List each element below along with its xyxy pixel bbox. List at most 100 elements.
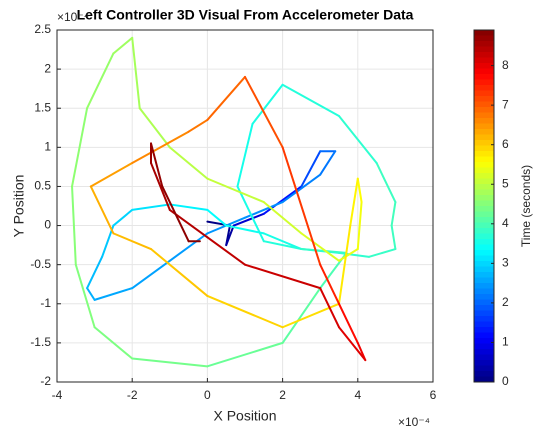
trajectory-segment (71, 185, 77, 266)
x-tick-label: 2 (279, 388, 286, 402)
colorbar-cell (474, 343, 494, 350)
colorbar-cell (474, 239, 494, 245)
y-tick-label: -0.5 (30, 257, 51, 271)
x-tick-label: -4 (52, 388, 63, 402)
axes-box (56, 29, 434, 383)
colorbar-cell (474, 195, 494, 201)
colorbar-tick-label: 4 (502, 216, 509, 230)
colorbar-cell (474, 96, 494, 102)
y-tick-label: 1.5 (34, 100, 51, 114)
trajectory-segment (206, 236, 246, 266)
y-tick-label: -1.5 (30, 335, 51, 349)
trajectory-segment (262, 201, 303, 235)
colorbar-cell (474, 233, 494, 240)
colorbar-cell (474, 365, 494, 372)
trajectory-segment (206, 294, 284, 329)
trajectory-segment (131, 357, 209, 368)
trajectory-segment (206, 341, 284, 368)
trajectory-segment (131, 130, 190, 164)
trajectory-segment (390, 224, 397, 251)
colorbar-cell (474, 277, 494, 284)
colorbar-cell (474, 134, 494, 141)
trajectory-segment (131, 36, 141, 110)
colorbar-box (473, 29, 495, 383)
colorbar-cell (474, 52, 494, 58)
trajectory-segment (356, 177, 363, 204)
y-axis-label: Y Position (11, 175, 27, 238)
colorbar-cell (474, 354, 494, 361)
y-tick-label: 0.5 (34, 179, 51, 193)
colorbar-cell (474, 200, 494, 207)
colorbar-cell (474, 332, 494, 339)
colorbar-cell (474, 222, 494, 229)
trajectory-segment (319, 150, 337, 176)
trajectory-segment (244, 263, 322, 290)
trajectory-segment (112, 208, 134, 227)
trajectory-segment (206, 75, 246, 121)
colorbar-cell (474, 299, 494, 306)
colorbar-cell (474, 305, 494, 311)
colorbar-tick-label: 1 (502, 335, 509, 349)
colorbar-cell (474, 74, 494, 80)
colorbar-cell (474, 338, 494, 344)
trajectory-segment (86, 255, 104, 290)
colorbar-cell (474, 206, 494, 212)
trajectory-segment (319, 263, 340, 305)
trajectory-segment (262, 185, 303, 215)
y-tick-label: -1 (40, 296, 51, 310)
colorbar-cell (474, 41, 494, 47)
trajectory-segment (236, 185, 265, 243)
trajectory-segment (150, 142, 164, 188)
colorbar-cell (474, 162, 494, 168)
trajectory-segment (319, 287, 340, 329)
colorbar-cell (474, 57, 494, 64)
trajectory-segment (300, 232, 340, 262)
colorbar-cell (474, 90, 494, 97)
colorbar-tick-label: 5 (502, 176, 509, 190)
trajectory-segment (262, 240, 303, 251)
colorbar-cell (474, 189, 494, 196)
x-tick-label: 6 (430, 388, 437, 402)
colorbar-cell (474, 327, 494, 333)
trajectory-segment (89, 161, 134, 188)
trajectory-segment (281, 173, 322, 204)
colorbar-cell (474, 79, 494, 86)
chart-title: Left Controller 3D Visual From Accelerom… (77, 7, 414, 23)
trajectory-segment (93, 326, 134, 360)
colorbar-tick-label: 7 (502, 97, 509, 111)
y-tick-label: 0 (44, 218, 51, 232)
x-tick-label: -2 (127, 388, 138, 402)
trajectory-segment (168, 232, 209, 262)
y-tick-label: 2 (44, 61, 51, 75)
trajectory-segment (89, 185, 115, 235)
colorbar-label: Time (seconds) (519, 165, 533, 247)
trajectory-segment (131, 203, 171, 211)
trajectory-segment (368, 248, 397, 258)
colorbar-cell (474, 129, 494, 135)
trajectory-segment (206, 208, 228, 227)
colorbar-cell (474, 85, 494, 91)
colorbar-cell (474, 321, 494, 328)
trajectory-segment (206, 177, 265, 204)
colorbar-cell (474, 140, 494, 146)
colorbar-cell (474, 107, 494, 113)
trajectory-segment (390, 201, 397, 227)
colorbar-cell (474, 228, 494, 234)
x-axis-label: X Position (213, 408, 276, 424)
trajectory-segment (262, 232, 303, 251)
trajectory-segment (281, 287, 322, 344)
trajectory-segment (338, 224, 352, 305)
y-exponent: ×10⁻⁴ (57, 10, 89, 24)
x-tick-label: 4 (354, 388, 361, 402)
x-exponent: ×10⁻⁴ (398, 415, 430, 429)
colorbar-cell (474, 167, 494, 174)
trajectory-segment (300, 150, 322, 188)
colorbar-cell (474, 145, 494, 152)
colorbar-cell (474, 173, 494, 179)
colorbar-cell (474, 112, 494, 119)
trajectory-segment (251, 83, 284, 125)
colorbar-cell (474, 35, 494, 42)
y-tick-label: 1 (44, 140, 51, 154)
trajectory-segment (338, 326, 367, 362)
